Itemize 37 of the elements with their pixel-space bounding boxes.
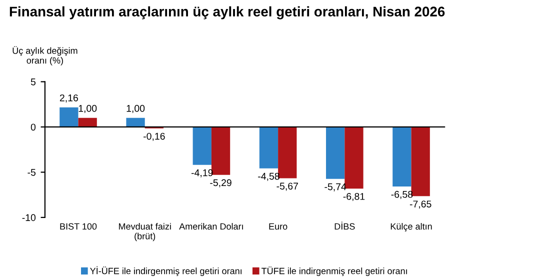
x-tick-label: BIST 100 <box>60 223 97 230</box>
bar <box>78 118 97 127</box>
data-label: -4,58 <box>258 172 280 181</box>
data-label: 1,00 <box>126 104 145 113</box>
data-label: 1,00 <box>78 104 97 113</box>
x-tick-label: Külçe altın <box>390 223 432 232</box>
bar <box>259 126 278 168</box>
chart-title: Finansal yatırım araçlarının üç aylık reel getiri oranları, Nisan 2026 <box>10 6 445 20</box>
data-label: -5,29 <box>210 179 232 188</box>
data-label: -7,65 <box>410 200 432 209</box>
y-tick-label: 5 <box>30 78 36 86</box>
data-label: -0,16 <box>144 132 165 141</box>
bar <box>192 126 212 165</box>
x-tick-label: Amerikan Doları <box>179 223 243 230</box>
bar <box>211 126 230 175</box>
y-tick-label: -10 <box>22 214 36 222</box>
data-label: -6,58 <box>391 190 413 199</box>
data-label: -4,19 <box>191 169 213 178</box>
x-tick-label: Mevduat faizi (brüt) <box>119 223 171 242</box>
x-tick-label: DİBS <box>334 222 355 230</box>
data-label: -6,81 <box>343 193 365 202</box>
x-tick-label: Euro <box>269 223 288 230</box>
data-label: 2,16 <box>60 94 78 102</box>
data-label: -5,67 <box>276 182 298 191</box>
bar <box>411 126 430 196</box>
bar <box>326 126 345 179</box>
bar <box>126 118 145 127</box>
bar <box>392 126 412 186</box>
legend-label: Yİ-ÜFE ile indirgenmiş reel getiri oranı <box>90 266 242 276</box>
data-label: -5,74 <box>324 183 346 192</box>
bar <box>344 126 364 189</box>
bar <box>60 107 78 127</box>
y-tick-label: 0 <box>30 124 36 131</box>
y-tick-label: -5 <box>28 169 36 176</box>
bar <box>278 126 297 178</box>
y-axis-title: Üç aylık değişim oranı (%) <box>12 46 78 66</box>
legend-label: TÜFE ile indirgenmiş reel getiri oranı <box>262 266 407 276</box>
